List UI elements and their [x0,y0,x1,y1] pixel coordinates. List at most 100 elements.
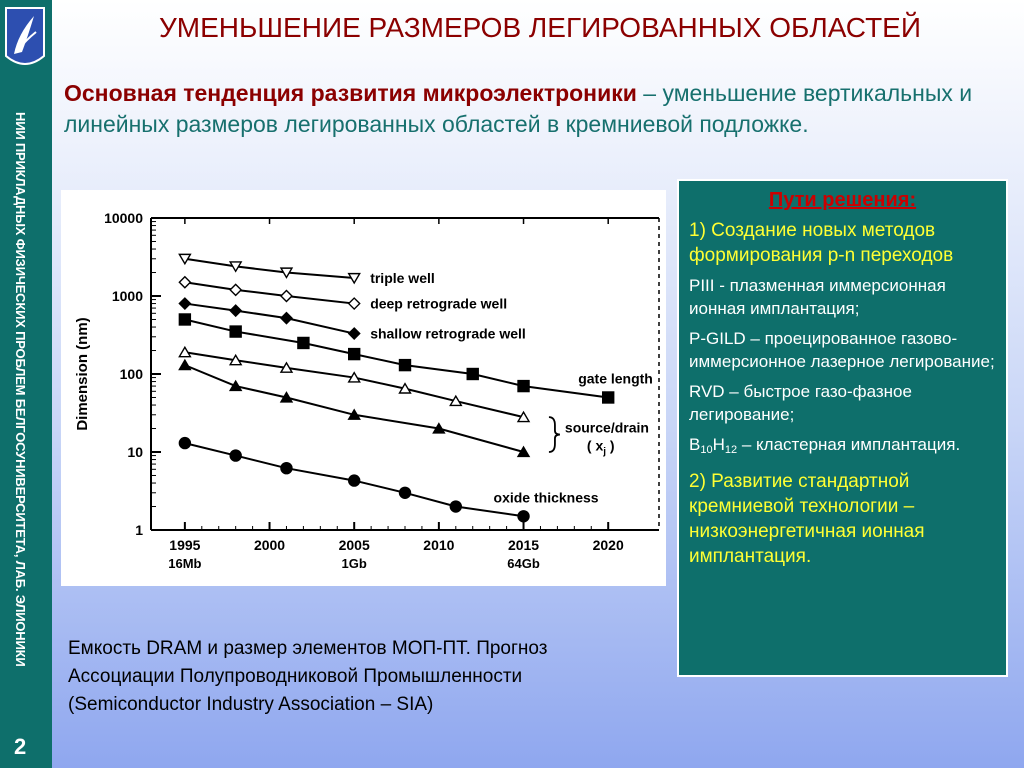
cluster-h-sub: 12 [724,444,738,456]
method-pgild: P-GILD – проецированное газово-иммерсион… [689,329,995,371]
marker-circle [280,461,293,475]
x-tick-label: 2000 [254,537,285,553]
series-line [184,257,355,280]
chart-caption: Емкость DRAM и размер элементов МОП-ПТ. … [68,638,548,715]
marker-circle [348,474,361,487]
marker-square [602,391,615,404]
method-cluster: B10H12 – кластерная имплантация. [689,433,996,462]
marker-square [466,367,479,381]
marker-square [348,347,361,361]
series-deep-retrograde-well [178,275,361,311]
marker-diamond [279,289,293,303]
y-tick-label: 100 [120,366,144,382]
xj-label: ( xj ) [587,438,615,458]
marker-square [178,313,192,326]
series-labels: triple well deep retrograde well shallow r… [370,270,653,505]
marker-diamond [347,327,361,341]
y-tick-label: 10 [127,444,143,460]
marker-square [297,336,310,350]
series-label: triple well [370,270,435,286]
marker-diamond [178,297,192,311]
x-tick-label: 1995 [169,537,200,553]
xj-close: ) [606,438,615,454]
dimension-trend-chart: 10000 1000 100 10 1 Dimension (nm) 1995 16Mb 200… [74,210,660,571]
series-source-drain-lower [178,358,531,458]
institution-label: НИИ ПРИКЛАДНЫХ ФИЗИЧЕСКИХ ПРОБЛЕМ БЕЛГОС… [13,112,28,667]
marker-triangle-up [279,391,294,403]
solutions-panel: Пути решения: 1) Создание новых методов … [677,179,1008,677]
chart-container: 10000 1000 100 10 1 Dimension (nm) 1995 16Mb 200… [61,190,666,586]
marker-triangle-up [178,358,192,371]
solution-item-1: 1) Создание новых методов формирования p… [689,220,954,266]
marker-triangle-up [228,379,243,392]
y-tick-label: 1000 [112,288,143,304]
marker-triangle-down [228,261,243,273]
marker-triangle-up [178,345,192,358]
series-label: deep retrograde well [370,296,507,312]
series-label: shallow retrograde well [370,326,526,342]
marker-square [398,358,412,372]
series-shallow-retrograde-well [178,297,361,341]
subtitle-emphasis: Основная тенденция развития микроэлектро… [64,80,637,106]
marker-diamond [178,275,192,289]
marker-square [229,325,242,338]
x-tick-label: 2015 [508,537,539,553]
method-piii: PIII - плазменная иммерсионная ионная им… [689,276,946,318]
y-tick-label: 10000 [104,210,143,226]
marker-circle [398,486,412,499]
solution-item-2: 2) Развитие стандартной кремниевой техно… [689,471,925,567]
x-tick-sublabel: 16Mb [168,556,201,571]
university-emblem-icon [5,7,45,65]
marker-diamond [229,283,243,297]
series-line [184,281,355,305]
xj-sub: j [602,447,606,458]
x-tick-sublabel: 1Gb [342,556,367,571]
marker-circle [449,500,462,513]
series-label: gate length [578,370,653,386]
slide-title: УМЕНЬШЕНИЕ РАЗМЕРОВ ЛЕГИРОВАННЫХ ОБЛАСТЕ… [159,12,921,43]
marker-triangle-down [279,267,294,279]
x-tick-label: 2005 [339,537,370,553]
marker-diamond [229,304,243,318]
marker-triangle-up [432,422,446,434]
source-drain-label: source/drain [565,420,649,436]
series-line [184,364,524,453]
marker-circle [517,510,530,523]
x-tick-sublabel: 64Gb [507,556,540,571]
series-triple-well [178,253,361,285]
marker-diamond [347,297,361,311]
axis-ticks: 10000 1000 100 10 1 Dimension (nm) 1995 16Mb 200… [74,210,624,571]
marker-triangle-down [347,272,361,285]
method-rvd: RVD – быстрое газо-фазное легирование; [689,382,912,424]
cluster-rest: – кластерная имплантация. [737,435,961,454]
series-source-drain-upper [178,345,531,423]
series-oxide-thickness [178,436,530,523]
marker-triangle-up [398,382,412,394]
marker-triangle-up [516,445,531,458]
cluster-b-sub: 10 [700,444,713,456]
page-number: 2 [14,734,27,759]
marker-triangle-down [178,253,192,266]
source-drain-brace [548,416,560,453]
marker-circle [229,449,242,462]
y-axis-label: Dimension (nm) [74,317,91,430]
slide-subtitle: Основная тенденция развития микроэлектро… [64,78,984,140]
y-tick-label: 1 [135,522,143,538]
panel-title: Пути решения: [768,189,917,211]
marker-diamond [279,311,293,325]
series-gate-length [178,313,615,404]
marker-triangle-up [449,394,463,407]
x-tick-label: 2020 [593,537,624,553]
series-label: oxide thickness [494,489,599,505]
series-line [184,318,609,399]
cluster-h: H [712,435,725,454]
marker-square [517,379,530,393]
series-layer [178,253,615,523]
marker-circle [178,436,192,450]
sidebar: НИИ ПРИКЛАДНЫХ ФИЗИЧЕСКИХ ПРОБЛЕМ БЕЛГОС… [0,0,52,768]
marker-triangle-up [347,371,361,383]
marker-triangle-up [279,361,294,373]
x-tick-label: 2010 [423,537,454,553]
marker-triangle-up [228,353,243,366]
marker-triangle-up [347,408,361,420]
